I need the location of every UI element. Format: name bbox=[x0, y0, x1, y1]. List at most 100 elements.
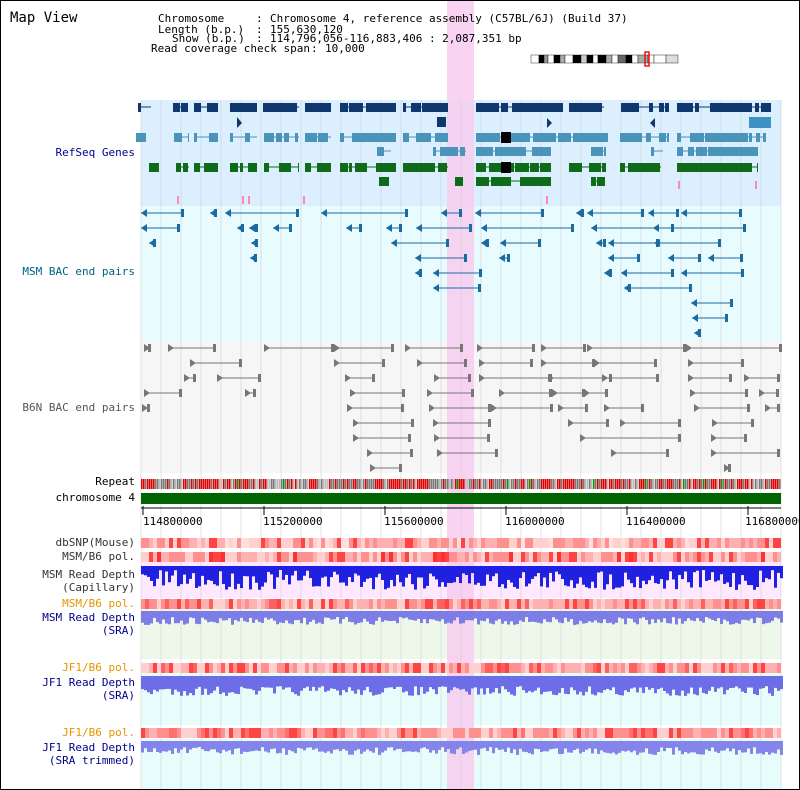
heat-cell bbox=[649, 538, 653, 548]
repeat-mark bbox=[685, 479, 687, 489]
depth-bar bbox=[339, 741, 342, 752]
coverage-value: 10,000 bbox=[325, 42, 365, 55]
repeat-mark bbox=[479, 479, 481, 489]
repeat-mark bbox=[475, 479, 477, 489]
repeat-mark bbox=[563, 479, 565, 489]
track-label-dbsnp[interactable]: dbSNP(Mouse) bbox=[55, 536, 135, 549]
repeat-mark bbox=[561, 479, 563, 489]
depth-bar bbox=[702, 741, 705, 755]
track-label-msm-bac[interactable]: MSM BAC end pairs bbox=[22, 265, 135, 278]
heat-cell bbox=[541, 663, 545, 673]
depth-bar bbox=[471, 741, 474, 751]
depth-bar bbox=[615, 611, 618, 623]
repeat-mark bbox=[531, 479, 533, 489]
track-label-msm-depth-capillary[interactable]: MSM Read Depth bbox=[42, 568, 135, 581]
track-label-jf1-depth-sra[interactable]: JF1 Read Depth bbox=[42, 676, 135, 689]
gene-exon bbox=[589, 163, 601, 172]
gene-exon bbox=[444, 103, 448, 112]
track-label-b6n-bac[interactable]: B6N BAC end pairs bbox=[22, 401, 135, 414]
depth-bar bbox=[591, 611, 594, 623]
bac-end-marker bbox=[549, 389, 552, 397]
heat-cell bbox=[289, 663, 293, 673]
axis-tick-label: 116000000 bbox=[505, 515, 565, 528]
repeat-mark bbox=[195, 479, 197, 489]
heat-cell bbox=[141, 728, 145, 738]
depth-bar bbox=[414, 741, 417, 752]
heat-cell bbox=[273, 552, 277, 562]
depth-bar bbox=[564, 676, 567, 694]
repeat-mark bbox=[743, 479, 745, 489]
heat-cell bbox=[581, 728, 585, 738]
heat-cell bbox=[165, 538, 169, 548]
depth-bar bbox=[426, 566, 429, 586]
bac-end-marker bbox=[437, 449, 443, 457]
bac-end-marker bbox=[239, 359, 242, 367]
depth-bar bbox=[648, 741, 651, 754]
snp-tick bbox=[546, 196, 548, 204]
bac-end-marker bbox=[740, 254, 743, 262]
bac-end-marker bbox=[606, 419, 609, 427]
depth-bar bbox=[528, 611, 531, 622]
depth-bar bbox=[216, 566, 219, 586]
bac-end-marker bbox=[168, 344, 174, 352]
repeat-mark bbox=[145, 479, 147, 489]
heat-cell bbox=[461, 728, 465, 738]
depth-bar bbox=[630, 611, 633, 619]
gene-exon bbox=[437, 117, 446, 127]
heat-cell bbox=[473, 663, 477, 673]
bac-end-marker bbox=[725, 314, 728, 322]
depth-bar bbox=[711, 676, 714, 687]
heat-cell bbox=[329, 728, 333, 738]
bac-end-marker bbox=[486, 239, 489, 247]
heat-cell bbox=[381, 728, 385, 738]
depth-bar bbox=[684, 611, 687, 622]
track-label-msm-b6-pol[interactable]: MSM/B6 pol. bbox=[62, 550, 135, 563]
depth-bar bbox=[312, 611, 315, 620]
bac-end-marker bbox=[688, 359, 694, 367]
heat-cell bbox=[317, 663, 321, 673]
heat-cell bbox=[649, 599, 653, 609]
repeat-mark bbox=[713, 479, 715, 489]
depth-bar bbox=[435, 566, 438, 580]
track-label-msm-depth-sra[interactable]: MSM Read Depth bbox=[42, 611, 135, 624]
heat-cell bbox=[409, 552, 413, 562]
repeat-mark bbox=[369, 479, 371, 489]
track-label-msm-b6-pol-sra[interactable]: MSM/B6 pol. bbox=[62, 597, 135, 610]
heat-cell bbox=[621, 728, 625, 738]
gene-exon bbox=[438, 163, 447, 172]
depth-bar bbox=[474, 741, 477, 750]
depth-bar bbox=[429, 566, 432, 574]
track-label-jf1-b6-pol[interactable]: JF1/B6 pol. bbox=[62, 661, 135, 674]
gene-exon bbox=[433, 147, 436, 156]
heat-cell bbox=[341, 663, 345, 673]
ideogram-position-marker bbox=[644, 51, 650, 67]
heat-cell bbox=[505, 599, 509, 609]
depth-bar bbox=[699, 566, 702, 588]
heat-cell bbox=[401, 663, 405, 673]
heat-cell bbox=[317, 538, 321, 548]
depth-bar bbox=[432, 676, 435, 690]
track-label-refseq[interactable]: RefSeq Genes bbox=[55, 146, 135, 159]
repeat-mark bbox=[219, 479, 221, 489]
heat-cell bbox=[661, 728, 665, 738]
heat-cell bbox=[277, 728, 281, 738]
heat-cell bbox=[537, 538, 541, 548]
repeat-mark bbox=[345, 479, 347, 489]
depth-bar bbox=[573, 566, 576, 588]
gene-exon bbox=[298, 163, 299, 172]
gene-exon bbox=[569, 163, 577, 172]
track-label-jf1-depth-trim[interactable]: JF1 Read Depth bbox=[42, 741, 135, 754]
bac-end-marker bbox=[580, 434, 586, 442]
depth-bar bbox=[771, 566, 774, 571]
gene-exon bbox=[659, 103, 664, 112]
heat-cell bbox=[737, 663, 741, 673]
gene-exon bbox=[276, 133, 282, 142]
gene-exon bbox=[665, 103, 669, 112]
heat-cell bbox=[729, 538, 733, 548]
depth-bar bbox=[762, 611, 765, 625]
depth-bar bbox=[177, 741, 180, 753]
repeat-mark bbox=[567, 479, 569, 489]
track-label-jf1-b6-pol-trim[interactable]: JF1/B6 pol. bbox=[62, 726, 135, 739]
depth-bar bbox=[744, 676, 747, 694]
